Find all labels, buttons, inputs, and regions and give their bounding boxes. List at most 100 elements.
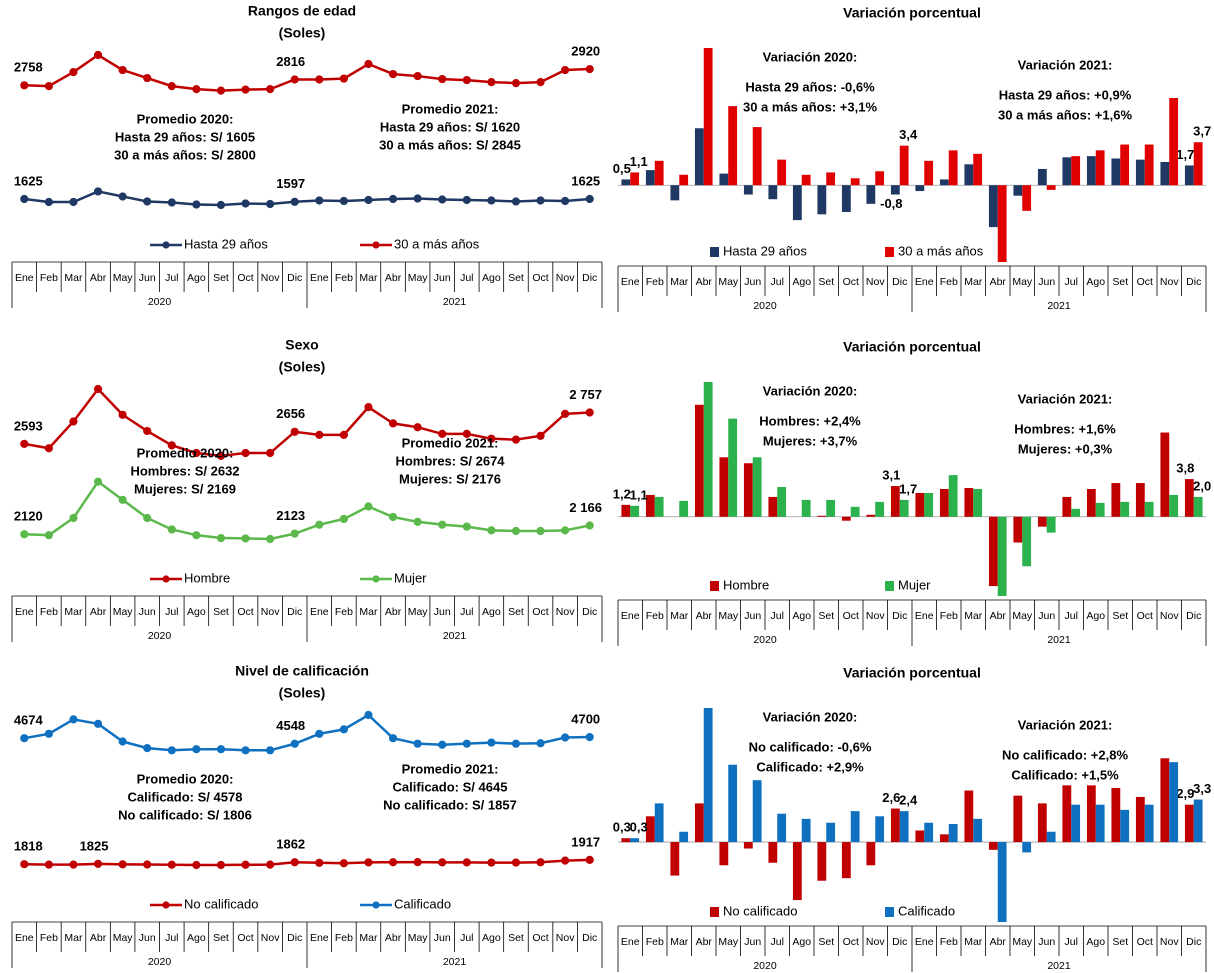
x-tick-label: Set: [818, 936, 834, 948]
year-label: 2020: [753, 960, 777, 972]
bar: [1086, 156, 1096, 186]
x-tick-label: Dic: [287, 272, 302, 284]
data-point: [487, 196, 496, 205]
x-tick-label: Jul: [165, 272, 178, 284]
x-tick-label: Jul: [771, 276, 784, 288]
bar: [1013, 795, 1023, 843]
data-point: [290, 197, 299, 206]
bar: [768, 185, 778, 200]
year-label: 2021: [1047, 960, 1071, 972]
x-tick-label: May: [113, 272, 134, 284]
bar: [645, 816, 655, 843]
x-tick-label: Ago: [792, 936, 811, 948]
data-point: [511, 526, 521, 536]
annotation: Calificado: +2,9%: [756, 759, 864, 774]
data-point: [315, 520, 324, 529]
bar: [841, 185, 851, 212]
legend-swatch: [710, 247, 719, 257]
bar: [1071, 156, 1081, 186]
data-point: [462, 195, 471, 205]
data-point: [44, 197, 53, 207]
bar: [1184, 165, 1194, 186]
bar: [1135, 796, 1145, 843]
bar: [1111, 787, 1121, 843]
x-tick-label: Dic: [1186, 936, 1201, 948]
data-label: 2758: [14, 60, 43, 75]
data-point: [192, 745, 201, 754]
x-tick-label: Nov: [1160, 936, 1179, 948]
bar: [875, 501, 885, 517]
data-point: [438, 195, 447, 204]
bar: [866, 514, 876, 517]
data-point: [192, 531, 201, 540]
x-tick-label: Feb: [646, 936, 664, 948]
series-line: [24, 479, 590, 541]
x-tick-label: Jul: [1065, 276, 1078, 288]
data-point: [388, 194, 398, 204]
x-tick-label: Set: [508, 272, 524, 284]
data-point: [438, 74, 447, 84]
bar: [1095, 804, 1105, 843]
data-point: [167, 82, 176, 91]
bar: [1071, 508, 1081, 517]
data-point: [143, 860, 152, 869]
data-point: [118, 410, 127, 419]
bar: [630, 505, 640, 517]
bar: [630, 838, 640, 843]
year-label: 2020: [753, 300, 777, 312]
chart-panel: Nivel de calificación (Soles) Ene Feb Mar Abr…: [11, 663, 603, 968]
x-tick-label: Set: [213, 272, 229, 284]
bar: [939, 834, 949, 843]
x-tick-label: Oct: [1137, 610, 1153, 622]
legend-marker: [372, 575, 380, 583]
chart-subtitle: (Soles): [279, 25, 326, 41]
data-point: [438, 520, 447, 529]
bar: [694, 404, 704, 517]
bar: [1160, 432, 1170, 517]
data-point: [167, 746, 176, 755]
bar: [694, 128, 704, 186]
x-tick-label: Dic: [892, 610, 907, 622]
bar: [841, 516, 851, 521]
bar: [703, 48, 713, 186]
bar: [777, 813, 787, 843]
data-point: [413, 517, 422, 526]
data-point: [364, 195, 373, 205]
bar: [948, 824, 958, 843]
data-point: [44, 860, 53, 869]
x-tick-label: Feb: [940, 936, 958, 948]
bar: [777, 159, 787, 186]
legend-label: Mujer: [898, 577, 931, 592]
bar: [752, 127, 762, 186]
bar: [964, 790, 974, 843]
data-point: [315, 858, 324, 867]
x-tick-label: Ago: [1086, 936, 1105, 948]
data-point: [290, 739, 299, 748]
annotation: Promedio 2021:: [402, 435, 499, 450]
x-tick-label: Mar: [64, 272, 83, 284]
x-tick-label: Abr: [990, 610, 1007, 622]
x-tick-label: Ene: [310, 932, 329, 944]
data-point: [20, 194, 29, 204]
bar: [679, 831, 689, 843]
data-point: [388, 69, 398, 79]
data-point: [487, 738, 496, 747]
annotation: 30 a más años: +1,6%: [998, 107, 1132, 122]
bar: [1086, 785, 1096, 843]
x-tick-label: Nov: [556, 272, 575, 284]
legend-label: Hasta 29 años: [723, 243, 807, 258]
x-tick-label: Jul: [460, 606, 473, 618]
x-tick-label: Set: [213, 932, 229, 944]
bar: [841, 842, 851, 879]
bar: [1095, 502, 1105, 517]
series-line: [24, 858, 590, 867]
bar: [1144, 501, 1154, 517]
x-tick-label: Oct: [532, 606, 548, 618]
x-tick-label: Abr: [990, 276, 1007, 288]
series-line: [24, 387, 590, 458]
x-tick-label: Ago: [792, 276, 811, 288]
data-point: [339, 514, 348, 524]
x-tick-label: May: [408, 606, 429, 618]
x-tick-label: Jun: [139, 272, 156, 284]
data-point: [462, 75, 471, 85]
